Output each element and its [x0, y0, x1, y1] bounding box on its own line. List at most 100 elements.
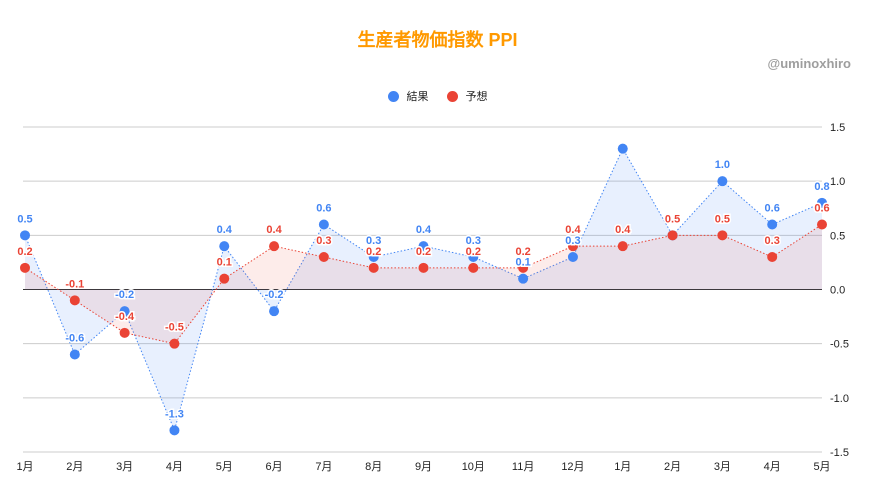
- credit-text: @uminoxhiro: [767, 56, 851, 71]
- data-point: [667, 230, 678, 241]
- x-tick-label: 5月: [813, 461, 830, 473]
- data-label: 0.2: [366, 246, 381, 258]
- data-point: [269, 306, 280, 317]
- data-point: [219, 241, 230, 252]
- data-point: [69, 295, 80, 306]
- data-point: [767, 252, 778, 262]
- x-tick-label: 10月: [462, 461, 485, 473]
- data-point: [617, 241, 628, 252]
- data-label: 0.6: [814, 203, 829, 215]
- data-label: 0.3: [466, 235, 481, 247]
- x-tick-label: 6月: [266, 461, 283, 473]
- x-tick-label: 12月: [561, 461, 584, 473]
- data-point: [20, 230, 30, 241]
- y-tick-label: 0.5: [830, 230, 845, 242]
- legend-marker-forecast: [446, 90, 458, 102]
- series-area-0: [25, 148, 822, 431]
- data-label: 0.5: [665, 213, 680, 225]
- data-label: 0.3: [316, 235, 331, 247]
- legend-label-forecast: 予想: [465, 91, 488, 103]
- data-point: [119, 306, 130, 317]
- data-label: 0.4: [217, 224, 233, 236]
- x-tick-label: 7月: [315, 461, 332, 473]
- data-point: [468, 252, 479, 262]
- x-tick-label: 9月: [415, 461, 432, 473]
- data-point: [767, 219, 778, 230]
- x-tick-label: 3月: [714, 461, 731, 473]
- data-point: [567, 252, 578, 262]
- data-point: [20, 262, 30, 273]
- data-label: 0.1: [515, 257, 530, 269]
- x-tick-label: 8月: [365, 461, 382, 473]
- legend: 結果 予想: [0, 88, 875, 104]
- x-tick-label: 2月: [66, 461, 83, 473]
- x-tick-label: 2月: [664, 461, 681, 473]
- data-label: 0.5: [715, 213, 730, 225]
- x-tick-label: 11月: [512, 461, 534, 473]
- data-label: 0.6: [765, 203, 780, 215]
- x-tick-label: 4月: [764, 461, 781, 473]
- data-point: [617, 143, 628, 154]
- x-tick-label: 1月: [16, 461, 33, 473]
- data-point: [717, 176, 728, 187]
- x-tick-label: 5月: [216, 461, 233, 473]
- data-label: -0.4: [115, 311, 135, 323]
- data-point: [817, 197, 827, 208]
- x-tick-label: 1月: [614, 461, 631, 473]
- data-label: 0.2: [17, 246, 32, 258]
- data-label: 0.4: [615, 224, 631, 236]
- legend-label-result: 結果: [406, 91, 429, 103]
- data-label: 0.4: [266, 224, 282, 236]
- data-point: [169, 425, 180, 436]
- data-label: 0.4: [565, 224, 581, 236]
- data-point: [368, 262, 379, 273]
- data-label: 0.1: [217, 257, 232, 269]
- data-label: 0.2: [515, 246, 530, 258]
- y-tick-label: 1.5: [830, 122, 845, 134]
- data-label: -0.6: [65, 333, 84, 345]
- y-tick-label: -1.5: [830, 447, 849, 459]
- y-tick-label: 1.0: [830, 176, 845, 188]
- data-label: -0.1: [65, 278, 84, 290]
- data-point: [567, 241, 578, 252]
- legend-item-result[interactable]: 結果: [387, 88, 429, 104]
- data-point: [219, 273, 230, 284]
- y-tick-label: -1.0: [830, 393, 849, 405]
- data-label: 0.3: [765, 235, 780, 247]
- data-point: [368, 252, 379, 262]
- data-label: 1.0: [715, 159, 730, 171]
- data-label: -0.5: [165, 322, 184, 334]
- data-label: 0.2: [466, 246, 481, 258]
- chart-title: 生産者物価指数 PPI: [357, 30, 518, 50]
- x-tick-label: 3月: [116, 461, 133, 473]
- data-label: 0.4: [416, 224, 432, 236]
- series-area-1: [25, 224, 822, 344]
- data-label: 0.3: [366, 235, 381, 247]
- data-label: 0.2: [416, 246, 431, 258]
- x-tick-label: 4月: [166, 461, 183, 473]
- data-point: [269, 241, 280, 252]
- data-point: [518, 262, 529, 273]
- data-label: 0.8: [814, 181, 829, 193]
- series-line-0: [24, 147, 823, 432]
- y-tick-label: -0.5: [830, 339, 849, 351]
- data-point: [318, 252, 329, 262]
- data-label: -0.2: [115, 289, 134, 301]
- data-point: [169, 338, 180, 349]
- data-point: [318, 219, 329, 230]
- data-label: -1.3: [165, 408, 184, 420]
- legend-marker-result: [387, 90, 399, 102]
- data-point: [468, 262, 479, 273]
- data-label: -0.2: [265, 289, 284, 301]
- data-label: 0.5: [17, 213, 32, 225]
- data-point: [518, 273, 529, 284]
- data-point: [717, 230, 728, 241]
- data-point: [119, 327, 130, 338]
- legend-item-forecast[interactable]: 予想: [446, 88, 488, 104]
- data-point: [418, 241, 429, 252]
- data-point: [817, 219, 827, 230]
- data-point: [69, 349, 80, 360]
- data-label: 0.3: [565, 235, 580, 247]
- data-point: [418, 262, 429, 273]
